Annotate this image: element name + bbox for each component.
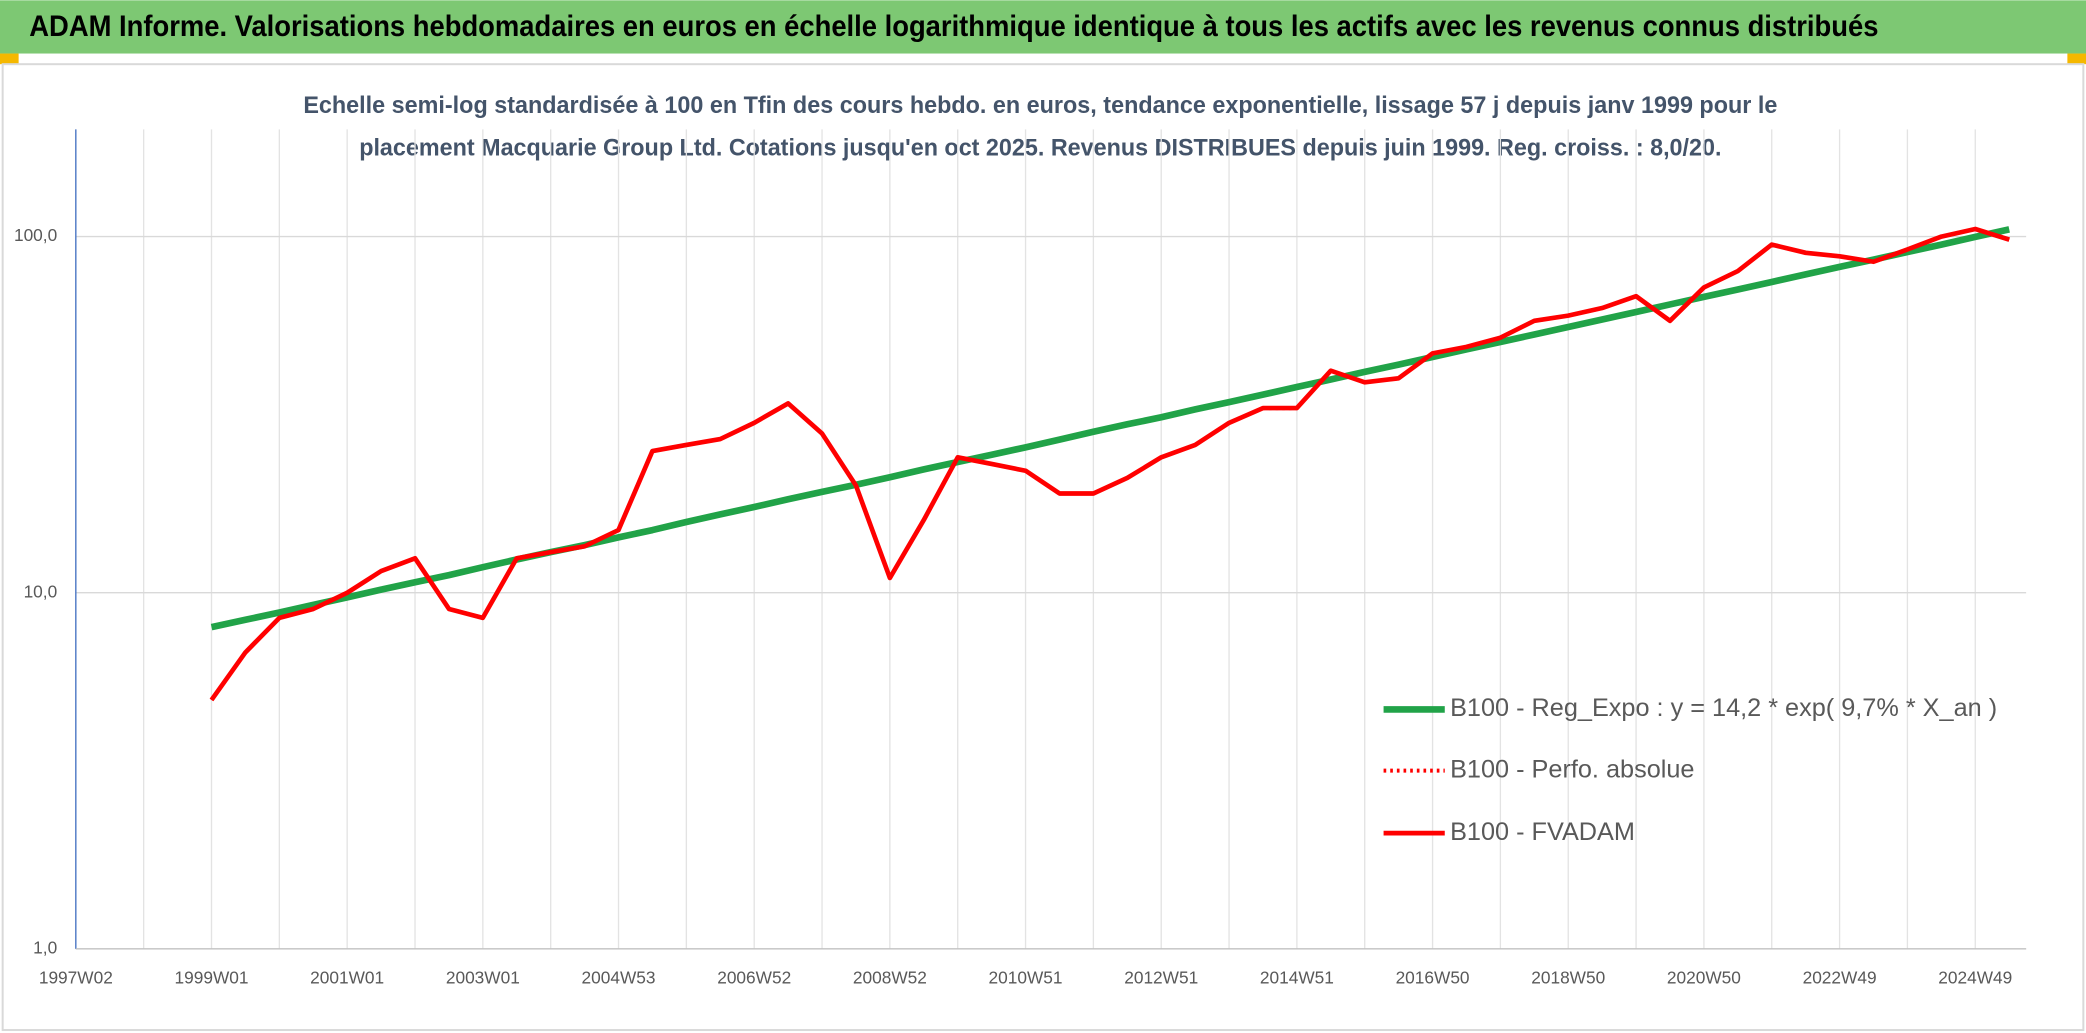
x-tick-label: 2010W51 [989, 967, 1063, 987]
x-tick-label: 2008W52 [853, 967, 927, 987]
x-tick-label: 2016W50 [1396, 967, 1470, 987]
legend-label: B100 - Perfo. absolue [1450, 755, 1694, 783]
header-bar [0, 0, 2086, 54]
x-tick-label: 2003W01 [446, 967, 520, 987]
x-tick-label: 2024W49 [1938, 967, 2012, 987]
y-tick-label: 10,0 [24, 581, 58, 601]
x-tick-label: 2022W49 [1803, 967, 1877, 987]
chart-frame [1, 63, 2085, 1032]
chart-title: ADAM Informe. Valorisations hebdomadaire… [29, 11, 1878, 43]
corner-mark [2067, 53, 2086, 65]
series-line [209, 226, 2010, 702]
x-tick-label: 2006W52 [717, 967, 791, 987]
legend-label: B100 - Reg_Expo : y = 14,2 * exp( 9,7% *… [1450, 694, 1997, 722]
y-tick-label: 1,0 [33, 937, 57, 957]
legend-label: B100 - FVADAM [1450, 818, 1635, 846]
series-line [210, 226, 2010, 631]
x-tick-label: 2012W51 [1124, 967, 1198, 987]
x-tick-label: 2004W53 [582, 967, 656, 987]
chart-subtitle: Echelle semi-log standardisée à 100 en T… [303, 92, 1777, 119]
x-tick-label: 2018W50 [1531, 967, 1605, 987]
x-tick-label: 1999W01 [175, 967, 249, 987]
x-tick-label: 2001W01 [310, 967, 384, 987]
chart-subtitle: placement Macquarie Group Ltd. Cotations… [359, 135, 1721, 162]
x-tick-label: 2020W50 [1667, 967, 1741, 987]
x-tick-label: 1997W02 [39, 967, 113, 987]
corner-mark [0, 53, 19, 65]
y-tick-label: 100,0 [14, 225, 57, 245]
x-tick-label: 2014W51 [1260, 967, 1334, 987]
